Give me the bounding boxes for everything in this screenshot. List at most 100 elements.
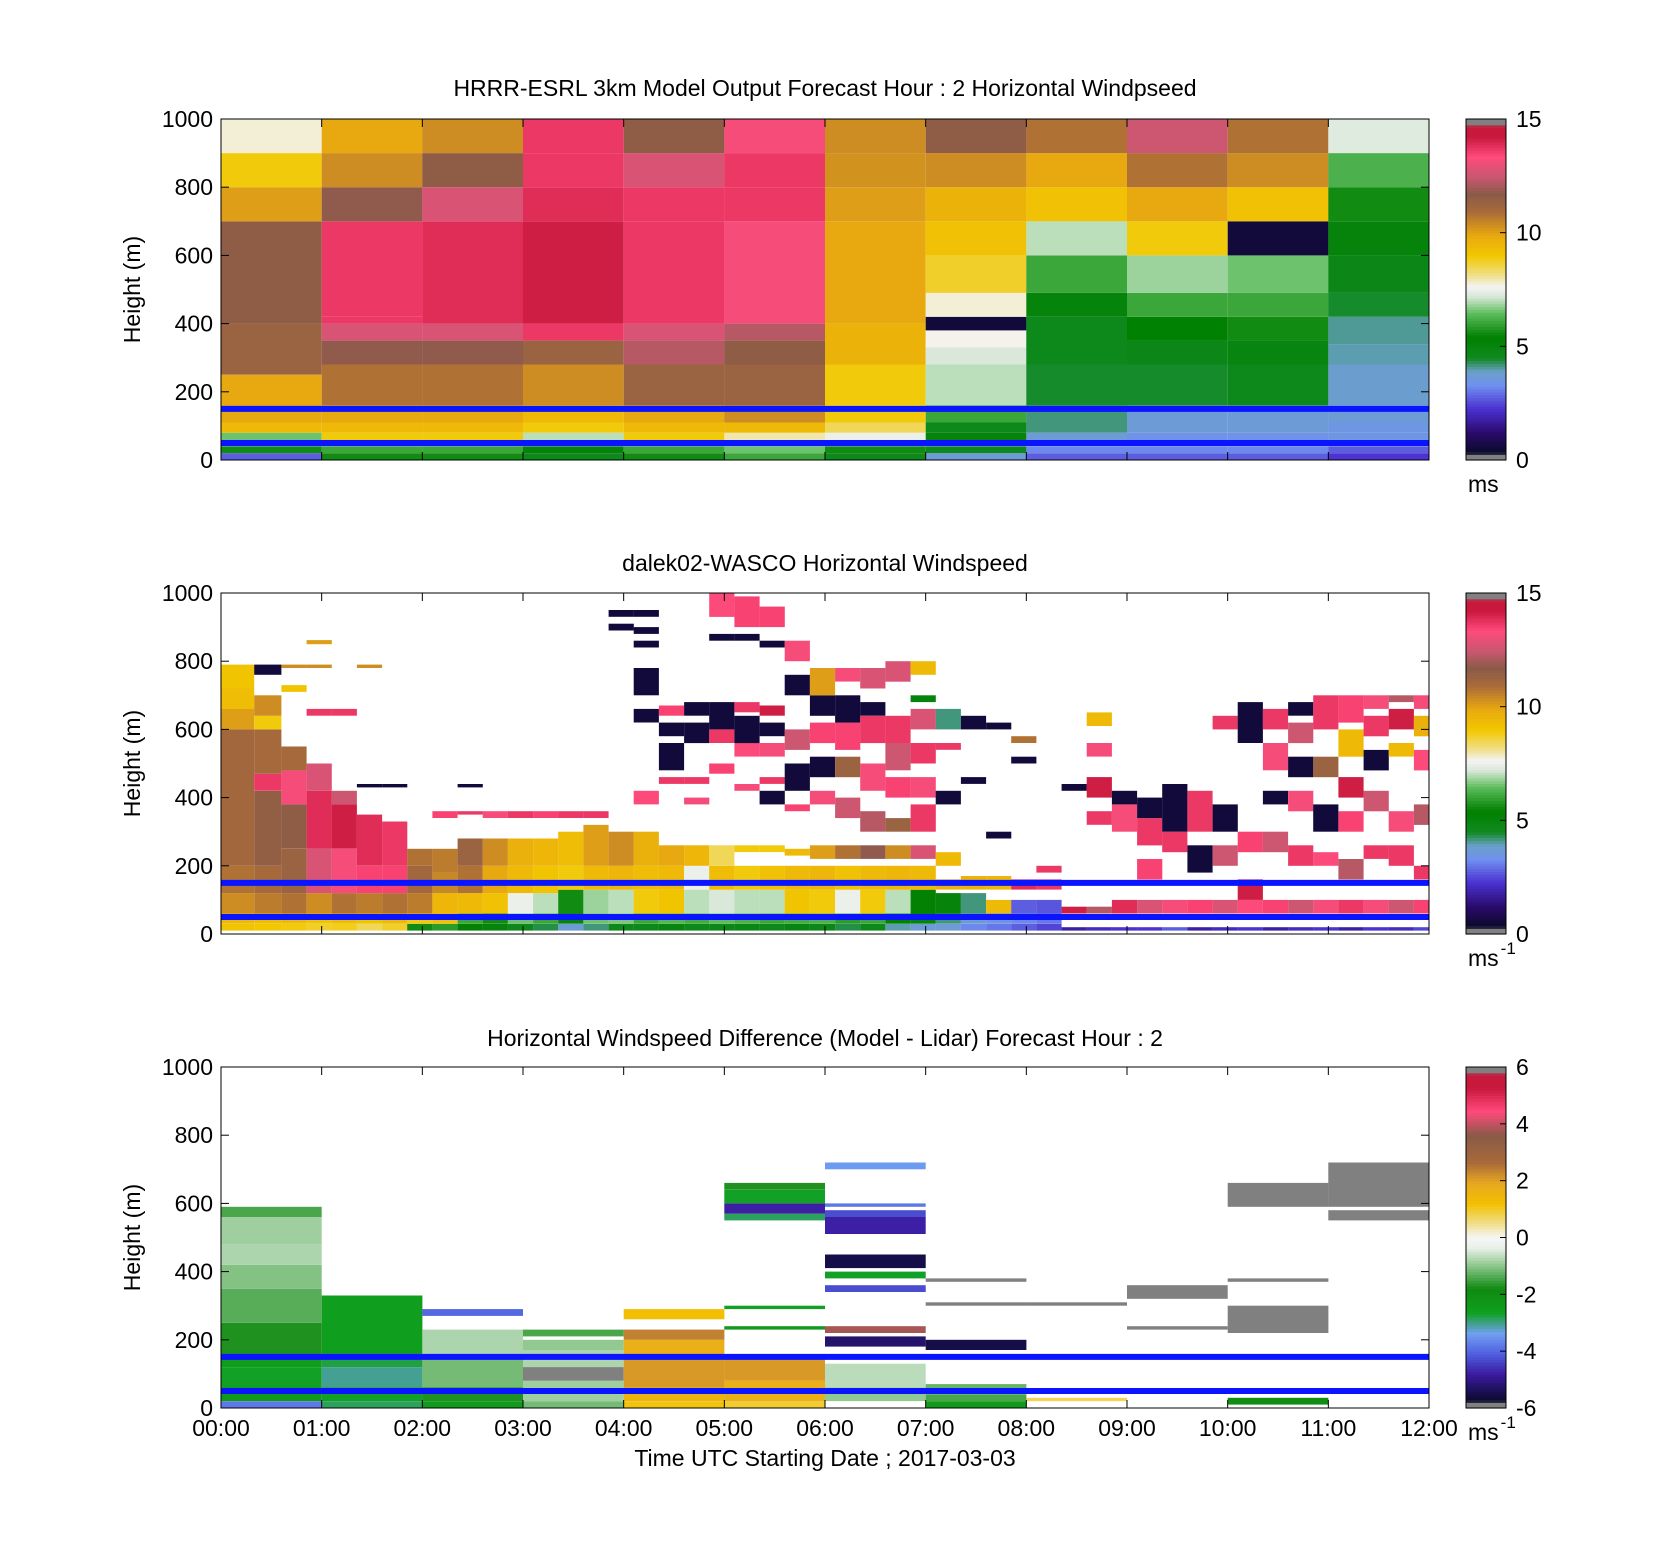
heatmap-cell-5-11 <box>724 153 825 188</box>
colorbar-segment <box>1466 400 1506 404</box>
heatmap-cell-45-1 <box>1363 899 1389 914</box>
heatmap-cell-21-3 <box>759 865 785 890</box>
colorbar-segment <box>1466 871 1506 875</box>
colorbar-segment <box>1466 366 1506 370</box>
heatmap-cell-10-10 <box>1227 255 1329 293</box>
colorbar-segment <box>1466 678 1506 682</box>
heatmap-cell-9-0 <box>457 923 483 931</box>
heatmap-cell-27-2 <box>910 889 936 914</box>
colorbar-segment <box>1466 834 1506 838</box>
heatmap-cell-4-4 <box>331 804 357 849</box>
colorbar-segment <box>1466 877 1506 881</box>
colorbar-segment <box>1466 388 1506 393</box>
colorbar-segment <box>1466 1382 1506 1386</box>
colorbar-segment <box>1466 1342 1506 1347</box>
heatmap-cell-10-0 <box>1227 453 1329 460</box>
colorbar-segment <box>1466 902 1506 907</box>
colorbar-segment <box>1466 1089 1506 1094</box>
heatmap-cell-24-3 <box>835 865 861 890</box>
heatmap-cell-0-6 <box>221 688 255 709</box>
y-tick-label: 0 <box>200 447 213 473</box>
heatmap-cell-5-0 <box>724 1401 825 1408</box>
heatmap-cell-47-0 <box>1413 927 1429 931</box>
heatmap-cell-42-6 <box>1288 702 1314 716</box>
heatmap-cell-16-8 <box>633 640 659 648</box>
colorbar-segment <box>1466 752 1506 756</box>
heatmap-cell-33-1 <box>1061 906 1087 914</box>
heatmap-cell-47-3 <box>1413 804 1429 825</box>
heatmap-cell-7-0 <box>925 1401 1027 1408</box>
colorbar-segment <box>1466 729 1506 733</box>
colorbar-segment <box>1466 352 1506 356</box>
colorbar-segment <box>1466 1166 1506 1170</box>
heatmap-cell-8-11 <box>1026 187 1127 222</box>
heatmap-cell-1-2 <box>254 893 282 914</box>
heatmap-cell-1-7 <box>321 340 423 365</box>
colorbar-segment <box>1466 1194 1506 1199</box>
heatmap-cell-35-0 <box>1111 927 1138 931</box>
colorbar-segment <box>1466 190 1506 194</box>
colorbar-segment <box>1466 255 1506 259</box>
heatmap-cell-11-2 <box>507 893 534 914</box>
heatmap-cell-26-4 <box>885 845 911 859</box>
heatmap-cell-7-9 <box>925 316 1027 331</box>
heatmap-cell-6-4 <box>382 821 408 866</box>
colorbar-segment <box>1466 1254 1506 1258</box>
heatmap-cell-25-7 <box>860 715 886 744</box>
colorbar-segment <box>1466 905 1506 910</box>
colorbar-segment <box>1466 349 1506 353</box>
heatmap-cell-38-0 <box>1187 927 1213 931</box>
heatmap-cell-9-0 <box>1127 1326 1228 1330</box>
heatmap-cell-14-5 <box>583 811 609 818</box>
heatmap-cell-15-6 <box>608 610 634 617</box>
x-tick-label: 12:00 <box>1400 1415 1458 1441</box>
heatmap-cell-4-4 <box>623 422 725 433</box>
heatmap-cell-2-2 <box>281 893 307 914</box>
colorbar-segment <box>1466 1243 1506 1247</box>
heatmap-cell-27-6 <box>910 777 936 798</box>
heatmap-cell-25-6 <box>860 763 886 791</box>
colorbar-segment <box>1466 1160 1506 1165</box>
colorbar-segment <box>1466 1328 1506 1332</box>
colorbar-segment <box>1466 769 1506 773</box>
heatmap-cell-1-5 <box>254 773 282 791</box>
heatmap-cell-4-12 <box>623 119 725 154</box>
heatmap-cell-41-1 <box>1262 899 1289 914</box>
heatmap-cell-34-5 <box>1086 712 1112 726</box>
heatmap-cell-23-4 <box>809 845 836 859</box>
heatmap-cell-0-2 <box>221 1367 322 1388</box>
colorbar-segment <box>1466 249 1506 254</box>
colorbar-segment <box>1466 1379 1506 1384</box>
colorbar-segment <box>1466 1257 1506 1261</box>
heatmap-cell-14-2 <box>583 889 609 914</box>
heatmap-cell-13-3 <box>558 865 584 890</box>
y-tick-label: 400 <box>175 785 213 811</box>
colorbar-segment <box>1466 406 1506 410</box>
colorbar-segment <box>1466 334 1506 339</box>
colorbar-segment <box>1466 1081 1506 1085</box>
heatmap-cell-6-10 <box>825 153 926 188</box>
colorbar-segment <box>1466 1368 1506 1372</box>
heatmap-cell-36-3 <box>1137 818 1163 846</box>
colorbar-segment <box>1466 283 1506 288</box>
heatmap-cell-45-5 <box>1363 715 1389 737</box>
colorbar-segment <box>1466 448 1506 453</box>
colorbar-segment <box>1466 167 1506 171</box>
heatmap-cell-4-0 <box>623 453 725 460</box>
colorbar-segment <box>1466 346 1506 350</box>
y-tick-label: 600 <box>175 1190 213 1216</box>
heatmap-cell-4-3 <box>623 1339 725 1357</box>
heatmap-cell-3-4 <box>523 1339 624 1350</box>
heatmap-cell-6-3 <box>825 432 926 442</box>
colorbar-segment <box>1466 377 1506 382</box>
heatmap-cell-47-1 <box>1413 899 1429 914</box>
heatmap-cell-11-0 <box>1328 1210 1429 1221</box>
heatmap-cell-20-7 <box>734 715 760 744</box>
heatmap-cell-2-9 <box>422 221 523 324</box>
heatmap-cell-2-10 <box>422 187 523 222</box>
colorbar-segment <box>1466 618 1506 623</box>
heatmap-cell-40-4 <box>1237 702 1263 743</box>
heatmap-cell-7-2 <box>407 893 433 914</box>
colorbar-segment <box>1466 1223 1506 1227</box>
heatmap-cell-27-4 <box>910 845 936 859</box>
